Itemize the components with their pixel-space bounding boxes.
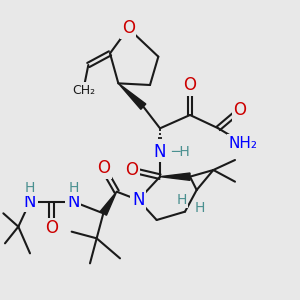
Text: H: H — [176, 193, 187, 207]
Text: ─H: ─H — [171, 145, 189, 159]
Text: NH₂: NH₂ — [229, 136, 258, 151]
Text: N: N — [132, 191, 145, 209]
Text: N: N — [67, 193, 80, 211]
Polygon shape — [160, 173, 190, 180]
Text: O: O — [184, 76, 196, 94]
Polygon shape — [100, 192, 117, 215]
Text: H: H — [25, 181, 35, 195]
Text: N: N — [24, 193, 36, 211]
Text: O: O — [45, 219, 58, 237]
Text: H: H — [195, 201, 205, 215]
Text: H: H — [68, 181, 79, 195]
Text: O: O — [125, 161, 138, 179]
Text: O: O — [233, 101, 247, 119]
Text: O: O — [97, 159, 110, 177]
Text: CH₂: CH₂ — [72, 83, 95, 97]
Polygon shape — [118, 83, 146, 109]
Text: N: N — [154, 143, 166, 161]
Text: O: O — [122, 19, 135, 37]
